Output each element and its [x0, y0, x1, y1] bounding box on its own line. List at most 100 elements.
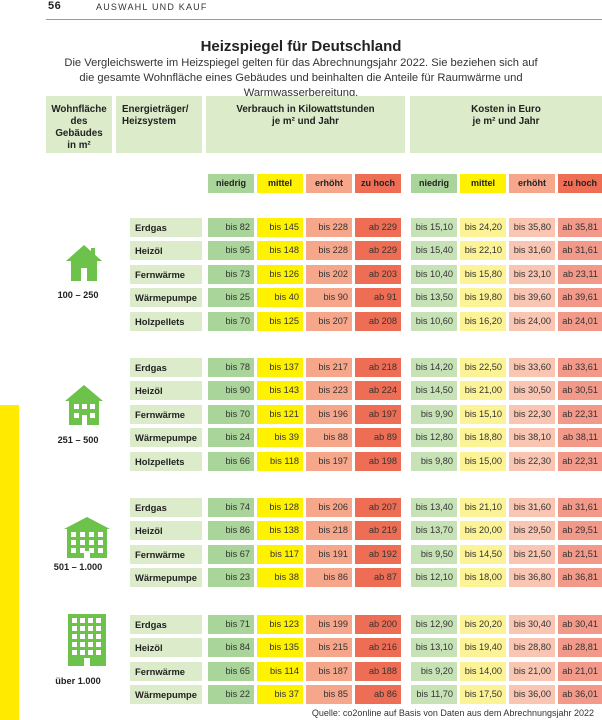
energy-carrier-label: Holzpellets — [130, 451, 202, 471]
cost-cell: bis 17,50 — [460, 685, 506, 705]
consumption-cell: bis 207 — [306, 311, 352, 331]
consumption-cell: bis 23 — [208, 568, 254, 588]
consumption-cell: bis 70 — [208, 404, 254, 424]
energy-carrier-label: Erdgas — [130, 358, 202, 377]
table-row: Wärmepumpe bis 22 bis 37 bis 85 ab 86 bis 11,… — [130, 685, 602, 705]
energy-carrier-label: Heizöl — [130, 381, 202, 401]
header-energy: Energieträger/ Heizsystem — [116, 96, 202, 153]
consumption-cell: bis 206 — [306, 498, 352, 517]
cost-cell: ab 22,31 — [558, 404, 602, 424]
cost-cell: bis 30,40 — [509, 615, 555, 634]
energy-carrier-label: Wärmepumpe — [130, 428, 202, 448]
cost-cell: bis 28,80 — [509, 638, 555, 658]
cost-cell: bis 15,80 — [460, 264, 506, 284]
table-row: Erdgas bis 74 bis 128 bis 206 ab 207 bis 13,4… — [130, 498, 602, 517]
level-mittel-consumption: mittel — [257, 174, 303, 193]
cost-cell: ab 31,61 — [558, 241, 602, 261]
cost-cell: bis 13,50 — [411, 288, 457, 308]
page-title: Heizspiegel für Deutschland — [200, 38, 402, 55]
tall-building-icon — [62, 612, 112, 673]
consumption-cell: bis 196 — [306, 404, 352, 424]
cost-cell: ab 30,41 — [558, 615, 602, 634]
cost-cell: bis 20,00 — [460, 521, 506, 541]
cost-cell: bis 15,10 — [411, 218, 457, 237]
consumption-cell: bis 65 — [208, 661, 254, 681]
consumption-cell: ab 229 — [355, 241, 401, 261]
cost-cell: ab 31,61 — [558, 498, 602, 517]
consumption-cell: bis 121 — [257, 404, 303, 424]
consumption-cell: bis 67 — [208, 544, 254, 564]
cost-cell: bis 15,40 — [411, 241, 457, 261]
consumption-cell: bis 223 — [306, 381, 352, 401]
consumption-cell: ab 87 — [355, 568, 401, 588]
consumption-cell: bis 199 — [306, 615, 352, 634]
consumption-cell: bis 148 — [257, 241, 303, 261]
consumption-cell: bis 215 — [306, 638, 352, 658]
header-rule — [46, 19, 602, 20]
consumption-cell: ab 197 — [355, 404, 401, 424]
consumption-cell: bis 66 — [208, 451, 254, 471]
consumption-cell: bis 117 — [257, 544, 303, 564]
consumption-cell: ab 216 — [355, 638, 401, 658]
cost-cell: bis 10,60 — [411, 311, 457, 331]
consumption-cell: bis 197 — [306, 451, 352, 471]
header-consumption-label: Verbrauch in Kilowattstunden je m² und J… — [236, 104, 375, 127]
header-cost-label: Kosten in Euro je m² und Jahr — [471, 104, 541, 127]
cost-cell: bis 9,20 — [411, 661, 457, 681]
header-energy-label: Energieträger/ Heizsystem — [122, 104, 189, 127]
level-erhoeht-consumption: erhöht — [306, 174, 352, 193]
header-consumption: Verbrauch in Kilowattstunden je m² und J… — [206, 96, 405, 153]
table-row: Wärmepumpe bis 25 bis 40 bis 90 ab 91 bis 13,… — [130, 288, 602, 308]
cost-cell: bis 19,80 — [460, 288, 506, 308]
cost-cell: bis 21,50 — [509, 544, 555, 564]
consumption-cell: ab 192 — [355, 544, 401, 564]
cost-cell: ab 22,31 — [558, 451, 602, 471]
consumption-cell: bis 126 — [257, 264, 303, 284]
cost-cell: bis 13,10 — [411, 638, 457, 658]
table-row: Holzpellets bis 66 bis 118 bis 197 ab 198 bis… — [130, 451, 602, 471]
cost-cell: bis 12,80 — [411, 428, 457, 448]
level-zuhoch-consumption: zu hoch — [355, 174, 401, 193]
energy-carrier-label: Fernwärme — [130, 264, 202, 284]
consumption-cell: ab 86 — [355, 685, 401, 705]
energy-carrier-label: Erdgas — [130, 498, 202, 517]
consumption-cell: ab 207 — [355, 498, 401, 517]
consumption-cell: ab 203 — [355, 264, 401, 284]
cost-cell: ab 33,61 — [558, 358, 602, 377]
consumption-cell: bis 228 — [306, 241, 352, 261]
cost-cell: bis 10,40 — [411, 264, 457, 284]
consumption-cell: bis 37 — [257, 685, 303, 705]
table-row: Heizöl bis 86 bis 138 bis 218 ab 219 bis 13,7… — [130, 521, 602, 541]
page-header: 56 AUSWAHL UND KAUF — [0, 0, 602, 20]
cost-cell: bis 20,20 — [460, 615, 506, 634]
cost-cell: ab 38,11 — [558, 428, 602, 448]
cost-cell: bis 21,00 — [509, 661, 555, 681]
area-range-label: 251 – 500 — [57, 435, 99, 445]
table-row: Fernwärme bis 65 bis 114 bis 187 ab 188 bis 9… — [130, 661, 602, 681]
consumption-cell: bis 78 — [208, 358, 254, 377]
consumption-cell: ab 200 — [355, 615, 401, 634]
energy-carrier-label: Fernwärme — [130, 661, 202, 681]
cost-cell: bis 22,30 — [509, 451, 555, 471]
cost-cell: ab 24,01 — [558, 311, 602, 331]
table-row: Heizöl bis 90 bis 143 bis 223 ab 224 bis 14,5… — [130, 381, 602, 401]
page-subtitle: Die Vergleichswerte im Heizspiegel gelte… — [64, 57, 538, 99]
cost-cell: bis 18,00 — [460, 568, 506, 588]
cost-cell: bis 18,80 — [460, 428, 506, 448]
consumption-cell: bis 82 — [208, 218, 254, 237]
cost-cell: ab 21,51 — [558, 544, 602, 564]
area-range-label: über 1.000 — [55, 676, 101, 686]
energy-carrier-label: Holzpellets — [130, 311, 202, 331]
consumption-cell: bis 217 — [306, 358, 352, 377]
cost-cell: bis 15,10 — [460, 404, 506, 424]
cost-cell: ab 36,01 — [558, 685, 602, 705]
energy-carrier-label: Wärmepumpe — [130, 288, 202, 308]
table-row: Fernwärme bis 70 bis 121 bis 196 ab 197 bis 9… — [130, 404, 602, 424]
cost-cell: bis 21,10 — [460, 498, 506, 517]
cost-cell: ab 36,81 — [558, 568, 602, 588]
cost-cell: bis 15,00 — [460, 451, 506, 471]
cost-cell: bis 13,70 — [411, 521, 457, 541]
header-area: Wohnfläche des Gebäudes in m² — [46, 96, 112, 153]
consumption-cell: bis 145 — [257, 218, 303, 237]
cost-cell: bis 16,20 — [460, 311, 506, 331]
